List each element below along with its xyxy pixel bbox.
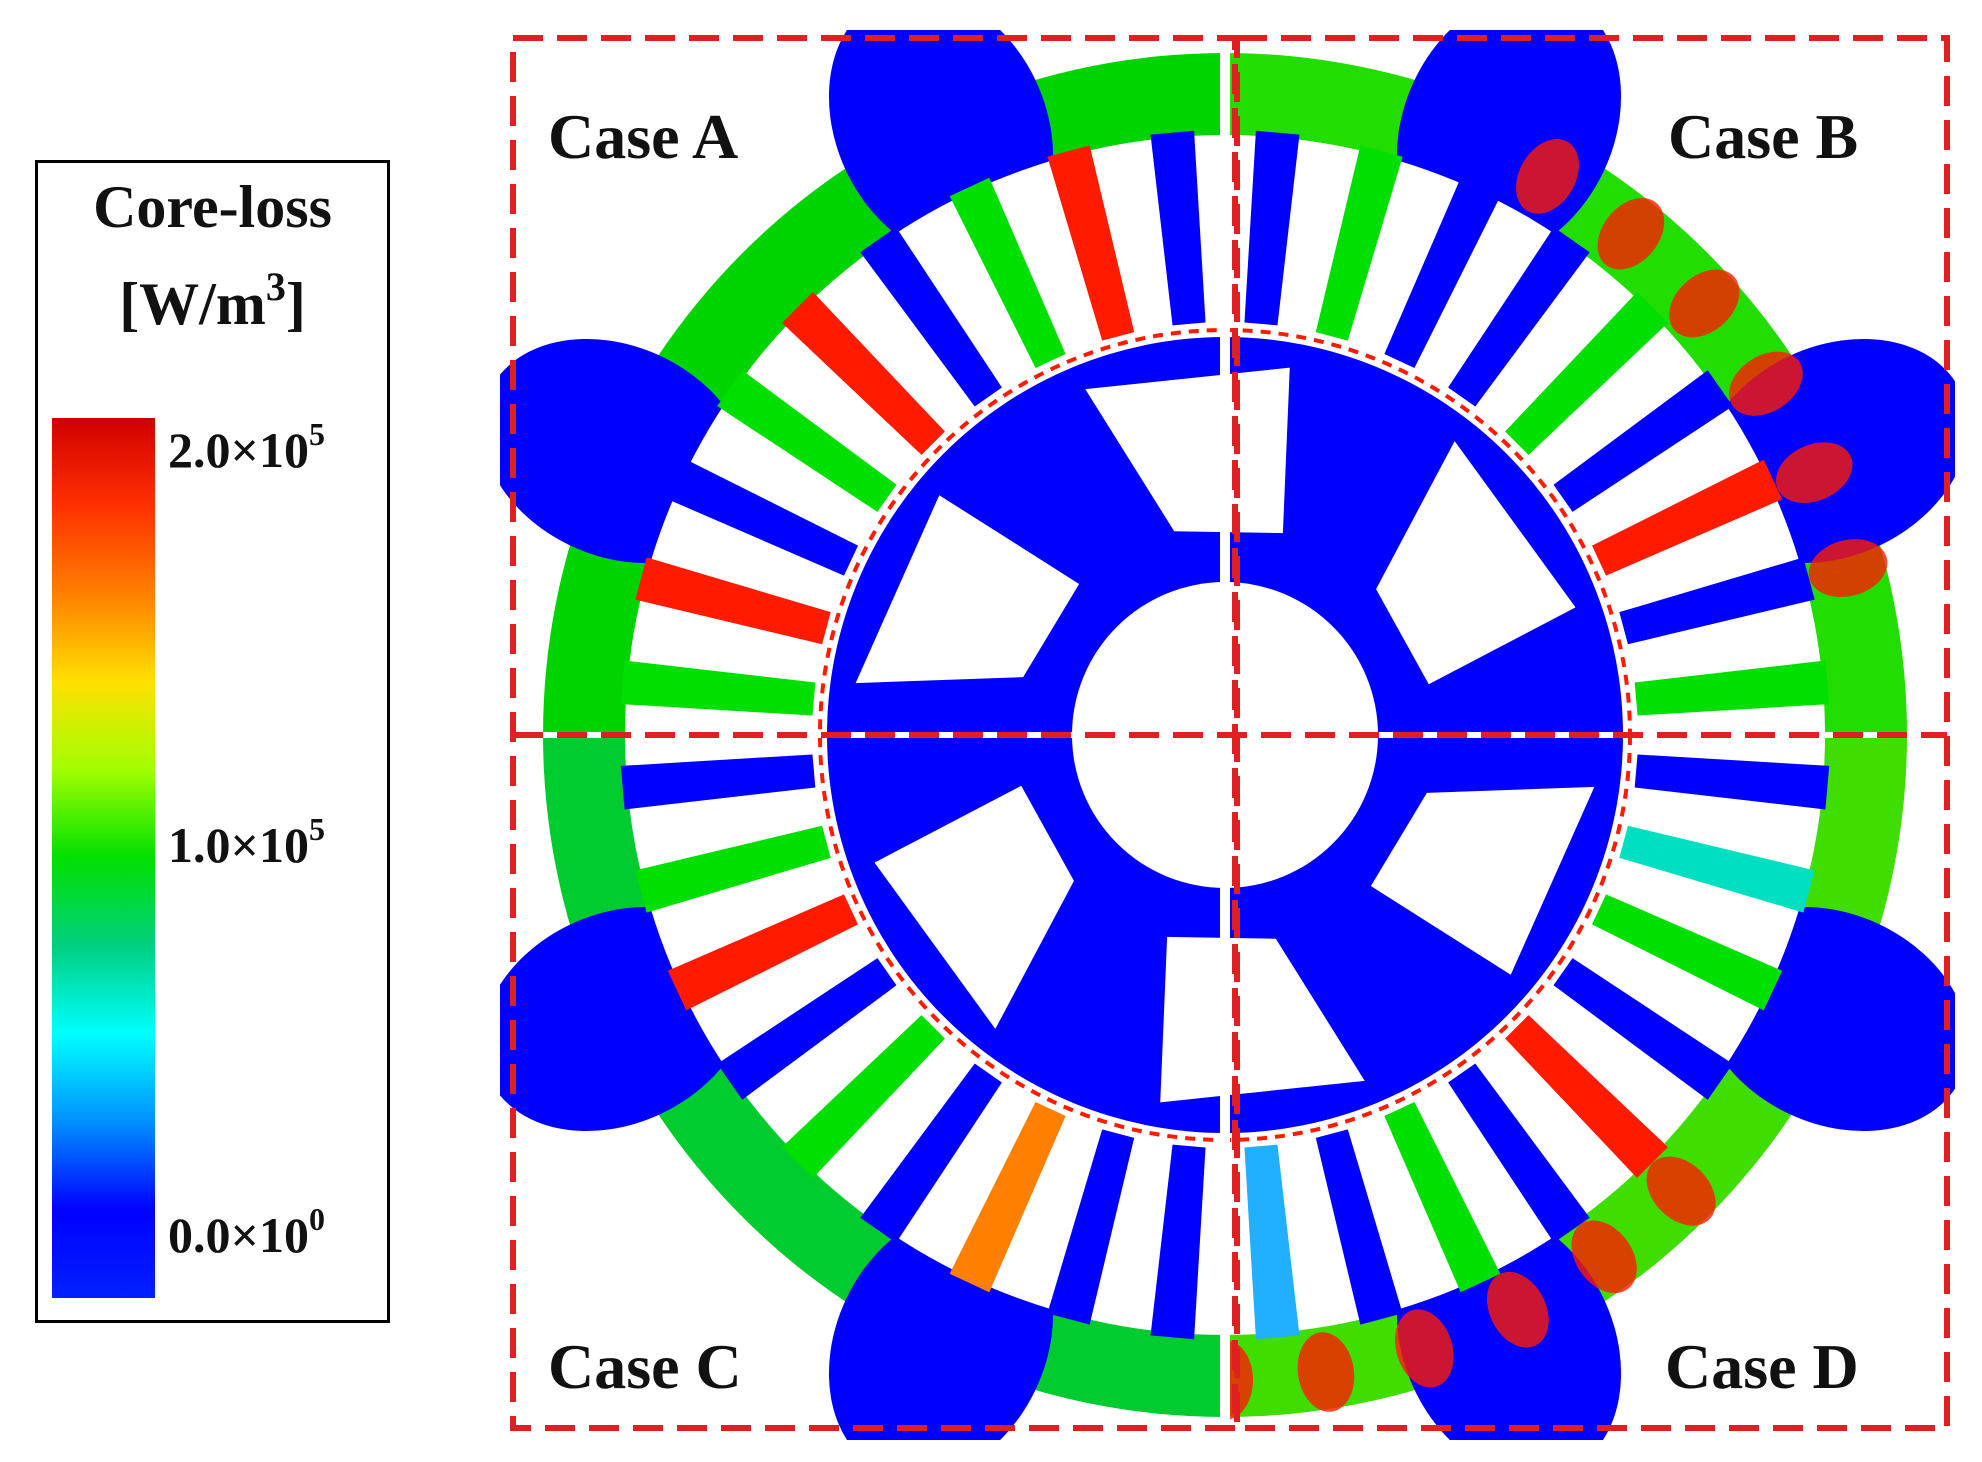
case-a-label: Case A — [548, 101, 739, 172]
stator-tooth — [1047, 1129, 1135, 1325]
tick-min: 0.0×100 — [168, 1201, 325, 1263]
stator-tooth — [1634, 754, 1830, 810]
stator-tooth — [1315, 1129, 1403, 1325]
stator-tooth — [1591, 459, 1783, 576]
rotor-flux-barrier — [1225, 367, 1290, 534]
yoke-hot-spot — [1486, 1271, 1549, 1348]
rotor-flux-barrier — [1085, 374, 1225, 533]
stator-tooth — [1150, 130, 1206, 326]
stator-tooth — [782, 292, 945, 455]
yoke-hot-spot — [1646, 1156, 1716, 1226]
legend-title: Core-loss [W/m3] — [38, 167, 387, 344]
stator-tooth — [667, 459, 859, 576]
shaft-hole — [1072, 582, 1225, 735]
case-d-label: Case D — [1665, 1331, 1859, 1402]
colorbar-legend: Core-loss [W/m3] 2.0×105 1.0×105 0.0×100 — [35, 160, 390, 1323]
stator-tooth — [1619, 825, 1815, 913]
stator-tooth — [620, 660, 816, 716]
case-a-quadrant — [500, 30, 1225, 735]
stator-tooth — [1315, 145, 1403, 341]
stator-tooth — [717, 958, 897, 1100]
stator-tooth — [1150, 1144, 1206, 1340]
rotor-flux-barrier — [1160, 936, 1225, 1103]
case-b-label: Case B — [1668, 101, 1859, 172]
stator-tooth — [1448, 227, 1590, 407]
stator-tooth — [1384, 1101, 1501, 1293]
stator-tooth — [860, 1063, 1002, 1243]
stator-tooth — [1505, 1015, 1668, 1178]
stator-tooth — [860, 227, 1002, 407]
yoke-hot-spot — [1571, 1220, 1637, 1294]
legend-unit-base: [W/m — [119, 271, 266, 337]
rotor-flux-barrier — [1225, 937, 1365, 1096]
stator-tooth — [949, 177, 1066, 369]
stator-tooth — [1384, 177, 1501, 369]
dashed-frames — [510, 35, 1950, 1431]
case-c-label: Case C — [548, 1331, 742, 1402]
case-c-quadrant — [500, 735, 1225, 1440]
stator-tooth — [1244, 130, 1300, 326]
case-b-quadrant — [1225, 30, 1955, 735]
yoke-hot-spot — [1775, 442, 1853, 503]
yoke-hot-spot — [1297, 1332, 1355, 1412]
stator-tooth — [635, 825, 831, 913]
stator-tooth — [667, 894, 859, 1011]
case-d-quadrant — [1225, 735, 1955, 1440]
stator-tooth — [1591, 894, 1783, 1011]
stator-tooth — [1553, 958, 1733, 1100]
legend-unit-exp: 3 — [265, 264, 286, 309]
yoke-hot-spot — [1669, 269, 1740, 338]
stator-tooth — [620, 754, 816, 810]
shaft-hole — [1225, 735, 1378, 888]
rotor-flux-barrier — [1370, 786, 1595, 975]
legend-unit: [W/m3] — [38, 247, 387, 344]
stator-tooth — [782, 1015, 945, 1178]
shaft-hole — [1225, 582, 1378, 735]
rotor-flux-barrier — [855, 495, 1080, 684]
stator-tooth — [1047, 145, 1135, 341]
stator-tooth — [717, 370, 897, 512]
stator-tooth — [1553, 370, 1733, 512]
yoke-hot-spot — [1516, 139, 1579, 214]
yoke-hot-spot — [1597, 198, 1665, 270]
stator-tooth — [1505, 292, 1668, 455]
tick-max: 2.0×105 — [168, 416, 325, 478]
stator-tooth — [1448, 1063, 1590, 1243]
tick-mid: 1.0×105 — [168, 811, 325, 873]
legend-title-text: Core-loss — [93, 174, 332, 240]
stator-tooth — [1244, 1144, 1300, 1340]
rotor-flux-barrier — [874, 785, 1074, 1029]
yoke-hot-spot — [1808, 539, 1888, 598]
rotor-flux-barrier — [1376, 441, 1576, 685]
stator-tooth — [1619, 557, 1815, 645]
colorbar-gradient — [52, 418, 155, 1298]
legend-unit-end: ] — [285, 271, 306, 337]
stator-tooth — [1634, 660, 1830, 716]
yoke-hot-spot — [1729, 351, 1803, 416]
stator-tooth — [635, 557, 831, 645]
yoke-hot-spot — [1394, 1309, 1454, 1388]
stator-tooth — [949, 1101, 1066, 1293]
shaft-hole — [1072, 735, 1225, 888]
